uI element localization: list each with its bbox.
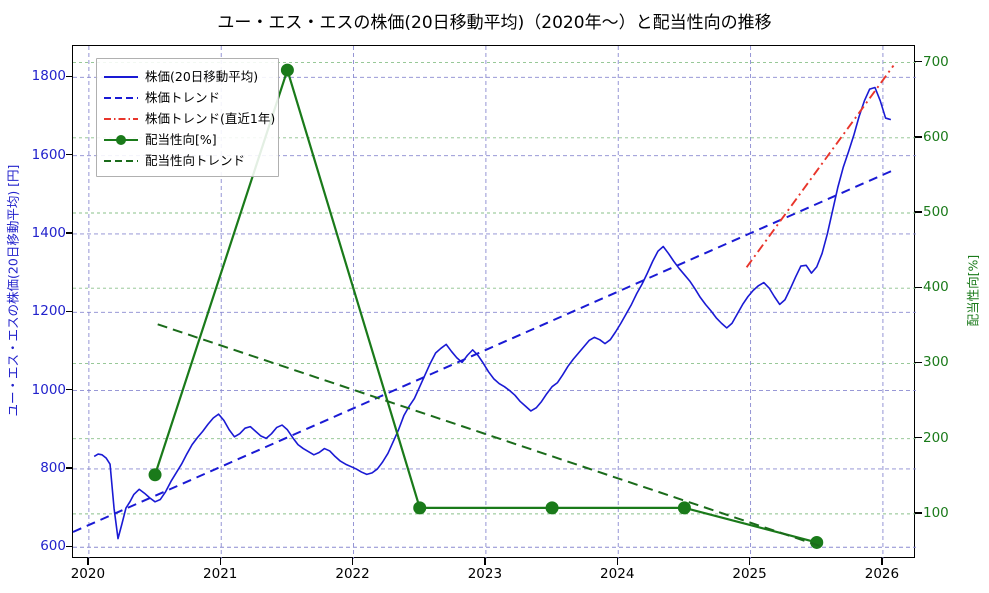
x-tick-label: 2023 — [467, 566, 503, 582]
y-tick-mark-right — [915, 286, 922, 288]
y-tick-label-left: 800 — [40, 459, 66, 476]
legend-item-label: 株価トレンド(直近1年) — [145, 111, 276, 126]
x-tick-label: 2025 — [732, 566, 767, 582]
y-tick-label-right: 100 — [923, 504, 949, 521]
y-tick-mark-left — [66, 310, 73, 313]
x-tick-mark — [616, 558, 618, 565]
y-axis-right-ticks: 100 200 300 400 500 600 700 — [923, 0, 983, 593]
y-tick-label-right: 500 — [923, 203, 949, 220]
y-tick-mark-left — [66, 545, 73, 548]
y-tick-mark-left — [66, 389, 73, 391]
x-tick-label: 2020 — [70, 566, 106, 582]
y-tick-label-left: 600 — [40, 538, 66, 555]
series-line-2 — [745, 65, 895, 268]
legend-item[interactable]: 配当性向[%] — [103, 128, 271, 149]
legend: 株価(20日移動平均) 株価トレンド株価トレンド(直近1年) 配当性向[%] 配当性向… — [96, 58, 279, 177]
x-tick-label: 2026 — [864, 566, 900, 582]
y-tick-label-left: 1400 — [31, 224, 66, 241]
data-point-marker — [148, 468, 162, 482]
x-tick-mark — [484, 558, 486, 565]
y-tick-label-right: 300 — [923, 354, 949, 371]
legend-item-label: 株価トレンド — [145, 90, 221, 105]
data-point-marker — [545, 501, 559, 515]
data-point-marker — [677, 501, 691, 515]
y-tick-label-left: 1000 — [31, 381, 66, 398]
series-line-4 — [157, 323, 822, 548]
data-point-marker — [280, 63, 294, 77]
y-tick-mark-right — [915, 512, 922, 514]
y-tick-label-right: 600 — [923, 128, 949, 145]
x-tick-label: 2024 — [600, 566, 635, 582]
x-tick-mark — [87, 558, 89, 565]
y-tick-mark-right — [915, 211, 922, 213]
legend-item-label: 配当性向[%] — [145, 132, 217, 147]
x-tick-mark — [351, 558, 354, 565]
legend-item[interactable]: 配当性向トレンド — [103, 149, 271, 170]
data-point-marker — [413, 501, 427, 515]
legend-swatch-icon — [103, 132, 139, 146]
y-axis-left-ticks: 600 800 1000 1200 1400 1600 1800 — [0, 0, 66, 593]
legend-swatch-icon — [103, 153, 139, 167]
legend-item[interactable]: 株価トレンド — [103, 86, 271, 107]
y-tick-mark-right — [915, 61, 922, 63]
y-tick-mark-left — [66, 154, 73, 156]
y-tick-mark-left — [66, 75, 73, 78]
y-tick-mark-left — [66, 232, 73, 234]
legend-item[interactable]: 株価(20日移動平均) — [103, 65, 271, 86]
x-tick-label: 2021 — [203, 566, 238, 582]
x-tick-label: 2022 — [335, 566, 370, 582]
y-tick-mark-right — [915, 136, 922, 138]
y-tick-label-left: 1200 — [31, 303, 66, 320]
x-tick-mark — [219, 558, 221, 565]
legend-swatch-icon — [103, 90, 139, 104]
legend-item-label: 配当性向トレンド — [145, 153, 246, 168]
x-tick-mark — [748, 558, 751, 565]
y-tick-label-right: 700 — [923, 53, 949, 70]
legend-swatch-icon — [103, 111, 139, 125]
legend-swatch-icon — [103, 69, 139, 83]
y-tick-label-right: 200 — [923, 429, 949, 446]
y-tick-label-right: 400 — [923, 279, 949, 296]
legend-item-label: 株価(20日移動平均) — [145, 69, 259, 84]
y-tick-label-left: 1600 — [31, 146, 66, 163]
legend-item[interactable]: 株価トレンド(直近1年) — [103, 107, 275, 128]
series-line-0 — [93, 86, 892, 540]
y-tick-label-left: 1800 — [31, 68, 66, 85]
x-tick-mark — [881, 558, 883, 565]
y-tick-mark-left — [66, 467, 73, 469]
chart-title: ユー・エス・エスの株価(20日移動平均)（2020年〜）と配当性向の推移 — [217, 13, 772, 33]
y-tick-mark-right — [915, 437, 922, 439]
y-tick-mark-right — [915, 361, 922, 364]
